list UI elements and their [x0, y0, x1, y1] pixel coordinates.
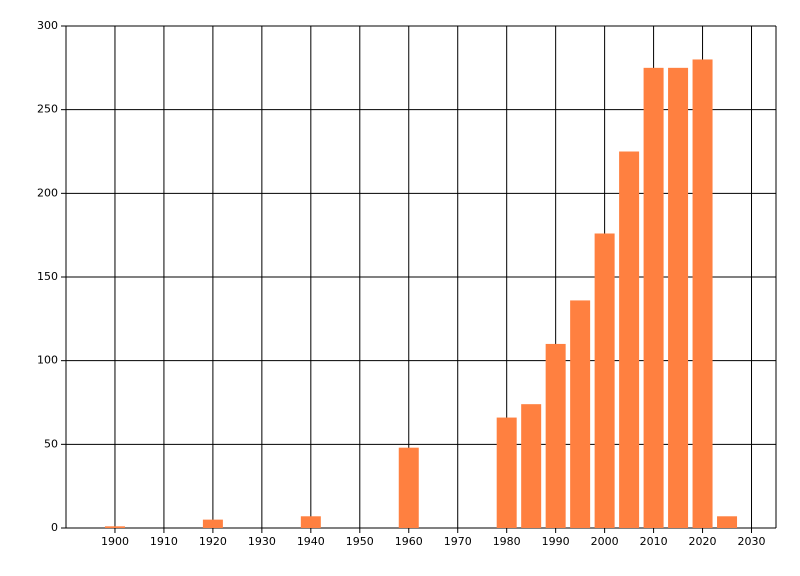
bar — [104, 526, 125, 528]
x-tick-label: 2030 — [738, 535, 766, 548]
x-tick-label: 1970 — [444, 535, 472, 548]
y-tick-label: 150 — [37, 270, 58, 283]
x-tick-label: 1920 — [199, 535, 227, 548]
x-tick-label: 1980 — [493, 535, 521, 548]
y-tick-label: 100 — [37, 354, 58, 367]
bar — [496, 417, 517, 528]
x-tick-label: 1940 — [297, 535, 325, 548]
bar — [398, 447, 419, 528]
bar — [202, 519, 223, 528]
bar — [692, 59, 713, 528]
bar — [570, 300, 591, 528]
x-tick-label: 1910 — [150, 535, 178, 548]
bar — [300, 516, 321, 528]
x-tick-label: 1960 — [395, 535, 423, 548]
x-tick-label: 1930 — [248, 535, 276, 548]
y-tick-label: 200 — [37, 186, 58, 199]
bar — [643, 67, 664, 528]
bar — [668, 67, 689, 528]
x-tick-label: 1990 — [542, 535, 570, 548]
y-tick-label: 300 — [37, 19, 58, 32]
bar — [594, 233, 615, 528]
x-tick-label: 2000 — [591, 535, 619, 548]
x-tick-label: 1900 — [101, 535, 129, 548]
x-tick-label: 2010 — [640, 535, 668, 548]
y-tick-label: 0 — [51, 521, 58, 534]
y-tick-label: 250 — [37, 103, 58, 116]
bar — [619, 151, 640, 528]
x-tick-label: 1950 — [346, 535, 374, 548]
bar — [545, 343, 566, 528]
bar — [717, 516, 738, 528]
bar — [521, 404, 542, 528]
y-tick-label: 50 — [44, 437, 58, 450]
x-tick-label: 2020 — [689, 535, 717, 548]
